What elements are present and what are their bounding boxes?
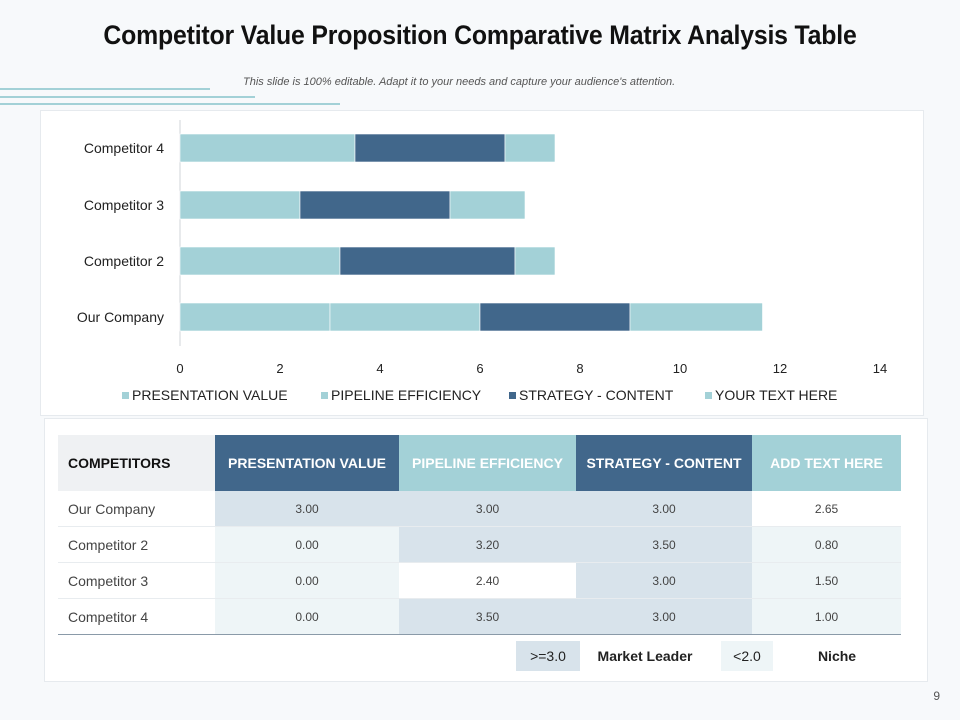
x-tick-label: 14 [873, 361, 887, 376]
x-tick-label: 6 [476, 361, 483, 376]
header-add-text: ADD TEXT HERE [752, 435, 901, 491]
table-cell: 3.50 [576, 526, 752, 563]
legend-swatch [321, 392, 328, 399]
legend-label: PRESENTATION VALUE [132, 387, 288, 403]
table-cell: 3.00 [399, 491, 576, 527]
bar-segment [339, 246, 516, 276]
page-number: 9 [933, 689, 940, 703]
comparison-table: COMPETITORS PRESENTATION VALUE PIPELINE … [58, 435, 901, 635]
table-cell: 3.00 [576, 598, 752, 635]
x-tick-label: 2 [276, 361, 283, 376]
table-cell: 3.00 [215, 491, 399, 527]
x-tick-label: 0 [176, 361, 183, 376]
legend-swatch [509, 392, 516, 399]
header-presentation-value: PRESENTATION VALUE [215, 435, 399, 491]
header-strategy-content: STRATEGY - CONTENT [576, 435, 752, 491]
y-tick-label: Competitor 3 [84, 197, 164, 213]
table-cell: 3.00 [576, 491, 752, 527]
legend-label: STRATEGY - CONTENT [519, 387, 674, 403]
table-cell: 1.50 [752, 562, 901, 599]
bar-segment [504, 133, 556, 163]
table-row: Competitor 2 0.00 3.20 3.50 0.80 [58, 526, 901, 563]
slide-title: Competitor Value Proposition Comparative… [103, 20, 857, 50]
key-high-label: Market Leader [580, 641, 710, 671]
row-competitor-name: Competitor 4 [58, 598, 215, 635]
table-cell: 0.00 [215, 598, 399, 635]
key-low-label: Niche [773, 641, 901, 671]
bar-segment [629, 302, 763, 332]
bar-segment [299, 190, 451, 220]
legend-label: PIPELINE EFFICIENCY [331, 387, 482, 403]
legend-swatch [122, 392, 129, 399]
stacked-bar-chart: Our Company Competitor 2 Competitor 3 Compe… [77, 120, 887, 403]
bar-segment [514, 246, 556, 276]
bar-segment [179, 302, 331, 332]
bar-segment [179, 133, 356, 163]
header-competitors: COMPETITORS [58, 435, 215, 491]
bar-segment [179, 190, 301, 220]
x-tick-label: 4 [376, 361, 383, 376]
decor-line-1 [0, 88, 210, 90]
x-tick-label: 12 [773, 361, 787, 376]
x-tick-label: 10 [673, 361, 687, 376]
legend-label: YOUR TEXT HERE [715, 387, 837, 403]
table-cell: 3.50 [399, 598, 576, 635]
table-cell: 2.40 [399, 562, 576, 599]
y-tick-label: Competitor 2 [84, 253, 164, 269]
table-cell: 0.00 [215, 526, 399, 563]
bar-segment [354, 133, 506, 163]
legend-swatch [705, 392, 712, 399]
slide-subtitle: This slide is 100% editable. Adapt it to… [243, 76, 676, 88]
row-competitor-name: Competitor 3 [58, 562, 215, 599]
table-cell: 3.20 [399, 526, 576, 563]
table-cell: 3.00 [576, 562, 752, 599]
table-row: Our Company 3.00 3.00 3.00 2.65 [58, 491, 901, 527]
y-tick-label: Our Company [77, 309, 164, 325]
table-cell: 1.00 [752, 598, 901, 635]
table-cell: 0.00 [215, 562, 399, 599]
key-high-swatch: >=3.0 [516, 641, 580, 671]
key-low-swatch: <2.0 [721, 641, 773, 671]
header-pipeline-efficiency: PIPELINE EFFICIENCY [399, 435, 576, 491]
table-cell: 0.80 [752, 526, 901, 563]
decor-line-2 [0, 96, 255, 98]
y-tick-label: Competitor 4 [84, 140, 164, 156]
bar-segment [329, 302, 481, 332]
bar-segment [179, 246, 341, 276]
bar-segment [449, 190, 526, 220]
bar-segment [479, 302, 631, 332]
table-row: Competitor 3 0.00 2.40 3.00 1.50 [58, 562, 901, 599]
row-competitor-name: Competitor 2 [58, 526, 215, 563]
x-tick-label: 8 [576, 361, 583, 376]
table-header-row: COMPETITORS PRESENTATION VALUE PIPELINE … [58, 435, 901, 491]
table-row: Competitor 4 0.00 3.50 3.00 1.00 [58, 598, 901, 635]
table-cell: 2.65 [752, 491, 901, 527]
decor-line-3 [0, 103, 340, 105]
row-competitor-name: Our Company [58, 491, 215, 527]
